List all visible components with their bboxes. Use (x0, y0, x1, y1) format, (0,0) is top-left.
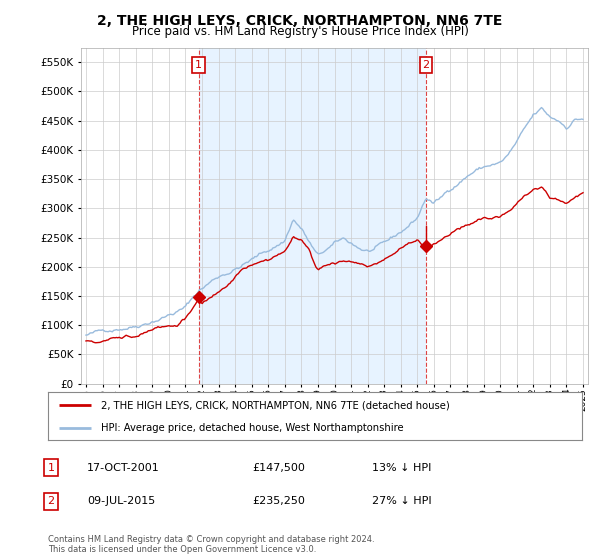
Text: 1: 1 (195, 60, 202, 70)
Text: 27% ↓ HPI: 27% ↓ HPI (372, 496, 431, 506)
Text: 1: 1 (47, 463, 55, 473)
Text: 2, THE HIGH LEYS, CRICK, NORTHAMPTON, NN6 7TE (detached house): 2, THE HIGH LEYS, CRICK, NORTHAMPTON, NN… (101, 400, 450, 410)
Text: 09-JUL-2015: 09-JUL-2015 (87, 496, 155, 506)
Text: 17-OCT-2001: 17-OCT-2001 (87, 463, 160, 473)
Text: £147,500: £147,500 (252, 463, 305, 473)
Text: 2, THE HIGH LEYS, CRICK, NORTHAMPTON, NN6 7TE: 2, THE HIGH LEYS, CRICK, NORTHAMPTON, NN… (97, 14, 503, 28)
Text: Price paid vs. HM Land Registry's House Price Index (HPI): Price paid vs. HM Land Registry's House … (131, 25, 469, 38)
Text: 2: 2 (47, 496, 55, 506)
Text: Contains HM Land Registry data © Crown copyright and database right 2024.
This d: Contains HM Land Registry data © Crown c… (48, 535, 374, 554)
Text: £235,250: £235,250 (252, 496, 305, 506)
Text: HPI: Average price, detached house, West Northamptonshire: HPI: Average price, detached house, West… (101, 423, 404, 433)
Text: 13% ↓ HPI: 13% ↓ HPI (372, 463, 431, 473)
Bar (199, 48, 426, 384)
Text: 2: 2 (422, 60, 430, 70)
